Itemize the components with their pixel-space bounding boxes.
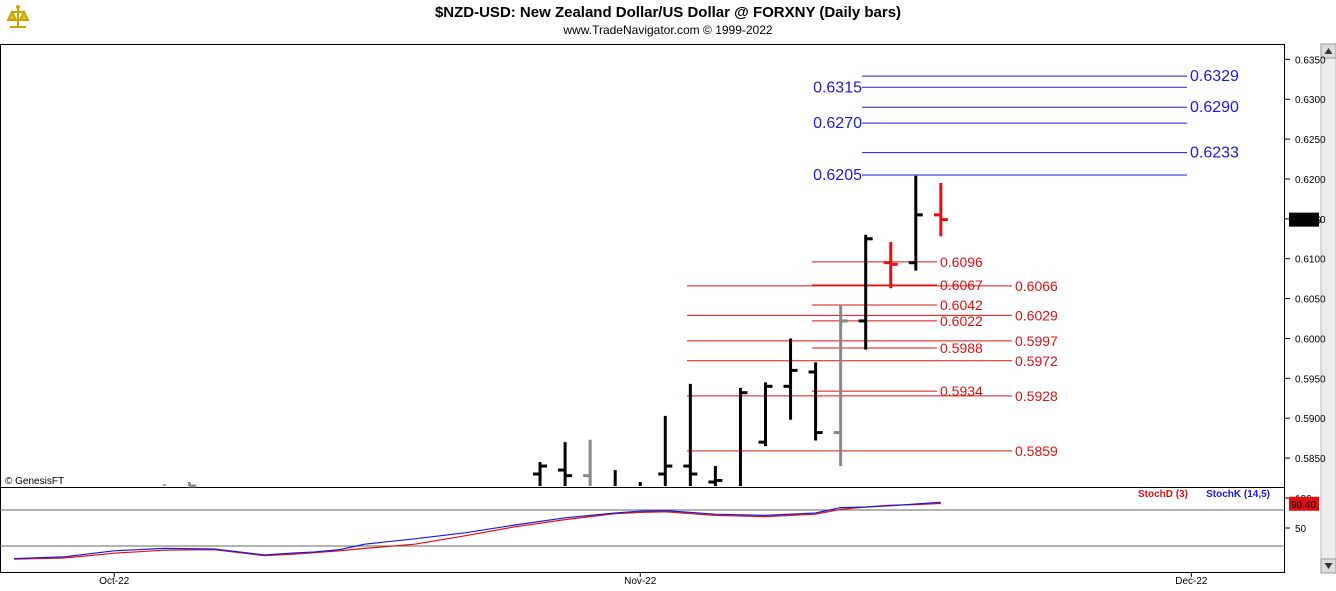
stochastic-last-marker: 90.40 <box>1289 496 1319 511</box>
price-bars <box>162 175 948 488</box>
price-tick-label: 0.6200 <box>1295 175 1326 186</box>
level-label: 0.5972 <box>1015 353 1058 369</box>
level-label: 0.6066 <box>1015 278 1058 294</box>
level-label: 0.6096 <box>940 254 983 270</box>
level-label: 0.5934 <box>940 383 983 399</box>
stoch-last-box <box>1289 496 1319 511</box>
level-label: 0.6042 <box>940 297 983 313</box>
level-label: 0.6205 <box>813 167 862 184</box>
price-tick-label: 0.6100 <box>1295 255 1326 266</box>
x-tick-label: Oct-22 <box>99 576 129 587</box>
chevron-up-icon <box>1324 48 1333 54</box>
stochastic-series <box>13 501 941 560</box>
legend-stochk: StochK (14,5) <box>1206 489 1270 500</box>
chart-title: $NZD-USD: New Zealand Dollar/US Dollar @… <box>435 4 901 21</box>
level-label: 0.6233 <box>1190 145 1239 162</box>
level-label: 0.6029 <box>1015 307 1058 323</box>
price-tick-label: 0.6300 <box>1295 95 1326 106</box>
x-tick-label: Dec-22 <box>1175 576 1208 587</box>
price-levels: 0.6329 0.6315 0.6290 0.6270 0.6233 0.6205 0.60… <box>687 68 1239 459</box>
price-tick-label: 0.6350 <box>1295 55 1326 66</box>
chart-subtitle: www.TradeNavigator.com © 1999-2022 <box>562 23 772 37</box>
last-price-label: 0.6149 <box>1291 216 1322 227</box>
last-price-box <box>1289 212 1319 227</box>
level-label: 0.6022 <box>940 313 983 329</box>
price-tick-label: 0.6000 <box>1295 334 1326 345</box>
stoch-last-label: 90.40 <box>1291 500 1316 511</box>
x-tick-label: Nov-22 <box>624 576 657 587</box>
level-label: 0.5859 <box>1015 443 1058 459</box>
legend-stochd: StochD (3) <box>1138 489 1188 500</box>
watermark: © GenesisFT <box>5 476 64 487</box>
level-label: 0.5928 <box>1015 388 1058 404</box>
price-tick-label: 0.6250 <box>1295 135 1326 146</box>
level-label: 0.6329 <box>1190 68 1239 85</box>
level-label: 0.6270 <box>813 115 862 132</box>
level-label: 0.5997 <box>1015 333 1058 349</box>
scrollbar-track[interactable] <box>1320 43 1336 574</box>
price-tick-label: 0.5950 <box>1295 374 1326 385</box>
last-price-marker: 0.6149 <box>1289 212 1322 227</box>
price-tick-label: 0.6050 <box>1295 295 1326 306</box>
level-label: 0.6315 <box>813 79 862 96</box>
price-tick-label: 0.5900 <box>1295 414 1326 425</box>
x-axis: Oct-22 Nov-22 Dec-22 <box>99 572 1208 587</box>
level-label: 0.6067 <box>940 277 983 293</box>
level-label: 0.5988 <box>940 340 983 356</box>
level-label: 0.6290 <box>1190 99 1239 116</box>
chevron-down-icon <box>1324 563 1333 569</box>
price-tick-label: 0.5850 <box>1295 454 1326 465</box>
vertical-scrollbar[interactable] <box>1320 43 1336 574</box>
trade-navigator-logo-icon <box>3 4 33 34</box>
stoch-tick-label: 50 <box>1295 524 1307 535</box>
stoch-series-line <box>13 501 941 560</box>
